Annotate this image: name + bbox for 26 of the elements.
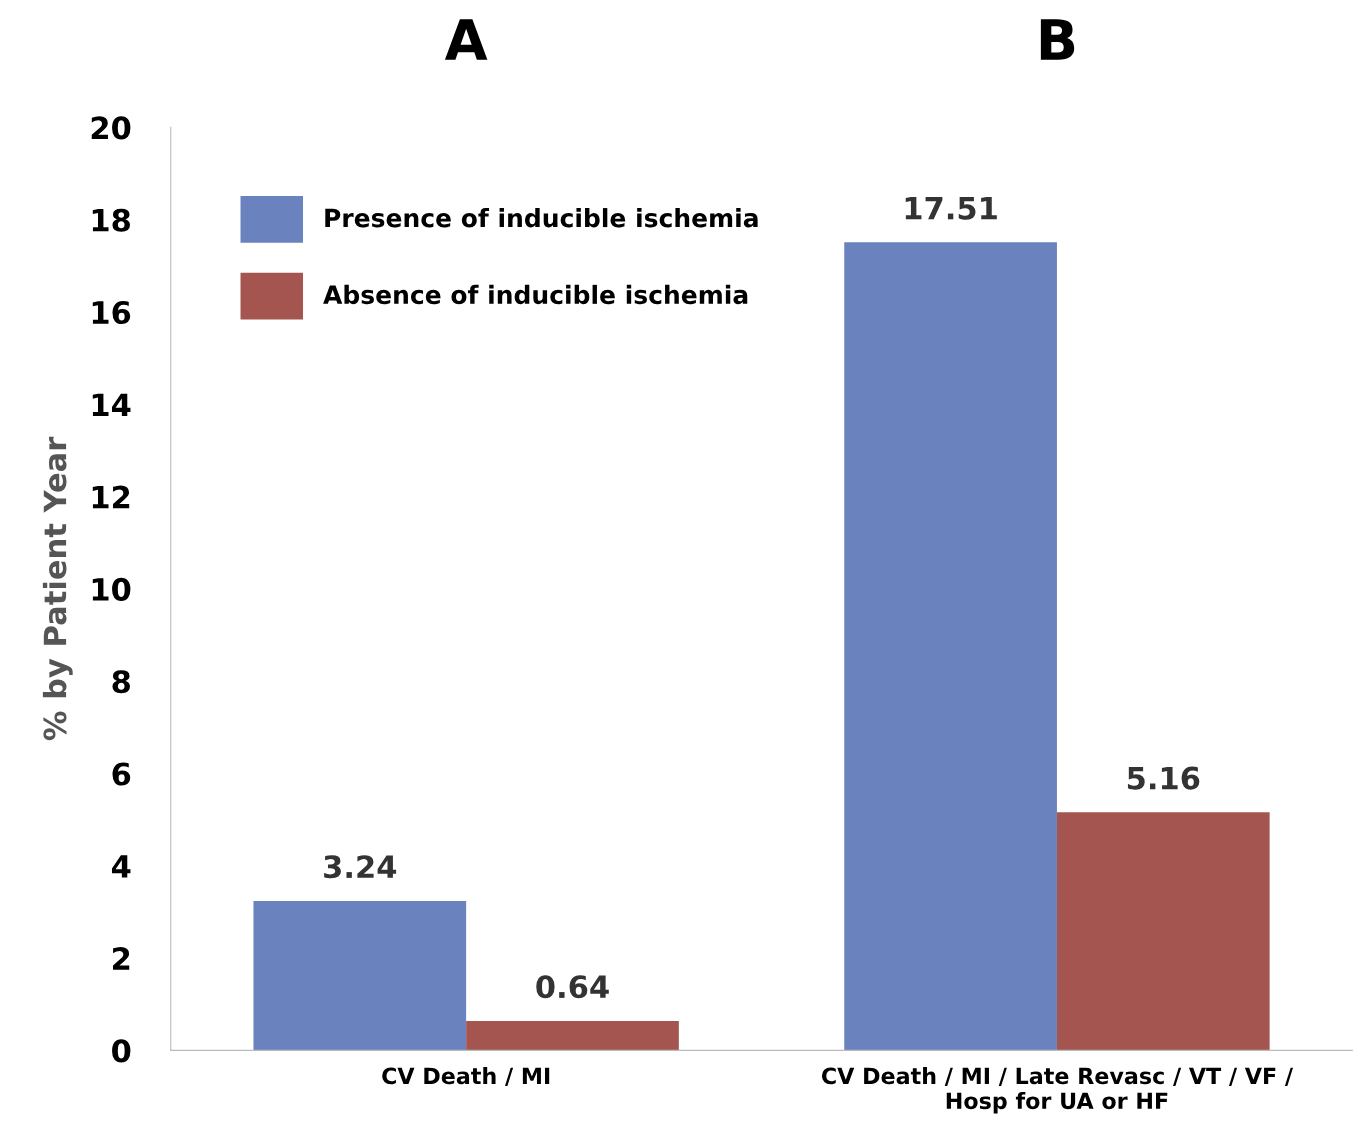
y-tick-label: 2	[113, 947, 130, 970]
bar	[466, 1020, 679, 1051]
text: B	[1040, 19, 1075, 60]
x-tick-label: CV Death / MI	[382, 1067, 550, 1087]
y-tick-label: 12	[92, 485, 130, 509]
data-label: 17.51	[905, 197, 997, 220]
y-tick-label: 6	[112, 762, 131, 786]
bar	[253, 900, 467, 1051]
y-tick-label: 4	[111, 855, 131, 878]
data-label: 0.64	[536, 975, 609, 999]
bar	[1056, 812, 1270, 1051]
y-tick-label: 14	[92, 393, 131, 416]
x-tick-label: CV Death / MI / Late Revasc / VT / VF / Hosp for UA or HF	[821, 1067, 1294, 1114]
data-label: 5.16	[1127, 766, 1200, 790]
y-tick-label: 10	[92, 577, 131, 601]
data-label: 3.24	[324, 855, 397, 879]
y-tick-label: 16	[92, 300, 131, 325]
text: A	[444, 19, 488, 60]
y-tick-label: 8	[112, 670, 130, 694]
bar	[844, 242, 1057, 1051]
legend-label: Absence of inducible ischemia	[323, 284, 748, 305]
y-tick-label: 20	[91, 116, 131, 140]
y-tick-label: 0	[112, 1039, 131, 1063]
y-tick-label: 18	[92, 208, 130, 232]
y-axis-title: % by Patient Year	[42, 436, 73, 741]
legend-label: Presence of inducible ischemia	[325, 208, 758, 228]
